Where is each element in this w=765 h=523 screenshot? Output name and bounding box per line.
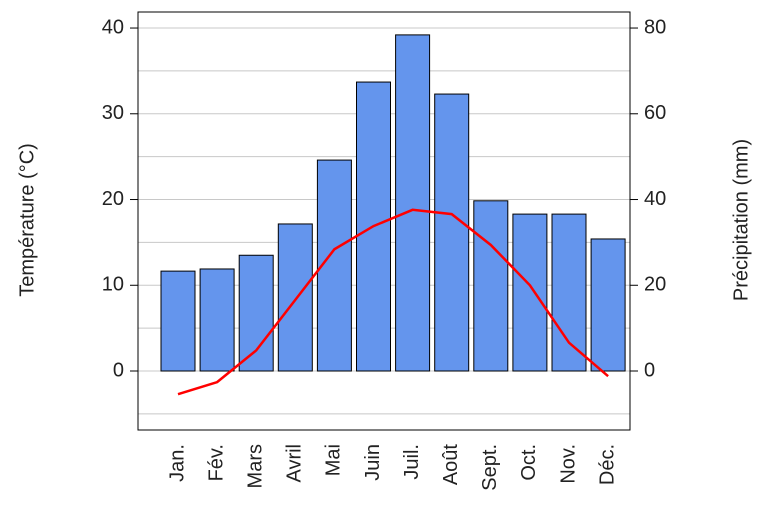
bar	[199, 268, 235, 372]
y-tick-label: 10	[102, 274, 124, 296]
y2-tick-label: 20	[644, 274, 666, 296]
x-tick-label: Nov.	[557, 444, 579, 484]
y2-tick-label: 40	[644, 188, 666, 210]
x-tick-label: Fév.	[205, 444, 227, 481]
y2-axis-label: Précipitation (mm)	[730, 139, 752, 301]
x-tick-label: Déc.	[596, 444, 618, 485]
x-tick-label: Jan.	[166, 444, 188, 482]
x-tick-label: Mai	[323, 444, 345, 476]
bar	[512, 213, 548, 372]
x-tick-label: Août	[440, 444, 462, 486]
y-axis-label: Température (°C)	[16, 143, 38, 297]
y2-tick-label: 0	[644, 359, 655, 381]
x-tick-label: Juil.	[401, 444, 423, 480]
y2-tick-label: 60	[644, 102, 666, 124]
y-tick-label: 20	[102, 188, 124, 210]
line	[177, 208, 609, 396]
x-tick-label: Avril	[284, 444, 306, 483]
y-tick-label: 0	[113, 359, 124, 381]
y-tick-label: 40	[102, 16, 124, 38]
bar	[238, 254, 274, 372]
plot-frame	[137, 11, 631, 431]
bar	[160, 270, 196, 372]
y2-tick-label: 80	[644, 16, 666, 38]
bar	[277, 223, 313, 372]
x-tick-label: Sept.	[479, 444, 501, 491]
bar	[473, 200, 509, 372]
y-tick-label: 30	[102, 102, 124, 124]
bar	[590, 238, 626, 372]
bar	[395, 34, 431, 372]
x-tick-label: Mars	[244, 444, 266, 488]
bar	[551, 213, 587, 372]
x-tick-label: Oct.	[518, 444, 540, 481]
x-tick-label: Juin	[362, 444, 384, 481]
bar	[434, 93, 470, 372]
